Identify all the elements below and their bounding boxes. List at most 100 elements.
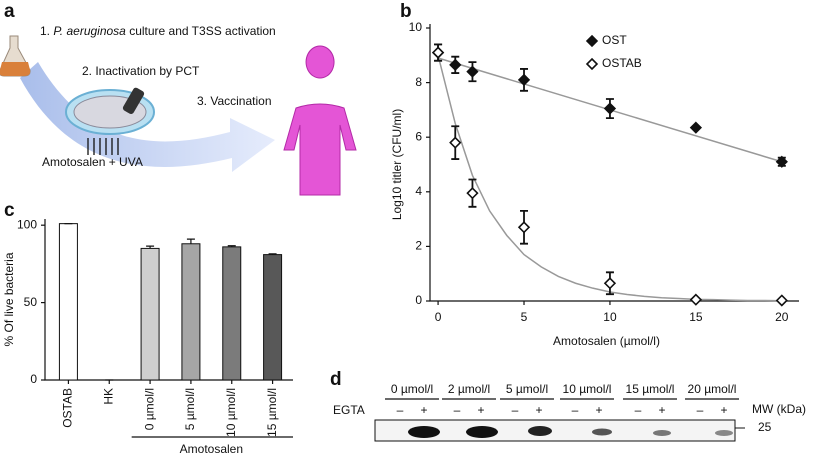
bar bbox=[58, 223, 78, 381]
panel-letter: d bbox=[330, 369, 342, 390]
x-tick-label: 20 bbox=[775, 310, 789, 324]
step-text: P. aeruginosa bbox=[53, 24, 126, 38]
bar bbox=[181, 243, 201, 381]
y-tick-label: 10 bbox=[409, 20, 423, 34]
bar bbox=[263, 254, 283, 381]
data-point bbox=[449, 136, 462, 149]
x-tick-label: 10 bbox=[603, 310, 617, 324]
mw-marker: 25 bbox=[758, 420, 772, 434]
x-tick-label: 15 µmol/l bbox=[265, 388, 279, 437]
lane-label: 2 µmol/l bbox=[448, 382, 490, 396]
sign: – bbox=[512, 403, 519, 417]
lane-label: 20 µmol/l bbox=[688, 382, 737, 396]
y-tick-label: 0 bbox=[30, 372, 37, 386]
y-tick-label: 50 bbox=[24, 295, 38, 309]
legend-label: OST bbox=[602, 33, 627, 47]
y-axis-label: Log10 titler (CFU/ml) bbox=[390, 109, 404, 220]
lane-label: 0 µmol/l bbox=[391, 382, 433, 396]
step-label: 1. P. aeruginosa culture and T3SS activa… bbox=[40, 24, 276, 38]
treatment-label: Amotosalen + UVA bbox=[42, 155, 143, 169]
data-point bbox=[775, 155, 788, 168]
step-label: 2. Inactivation by PCT bbox=[82, 64, 200, 78]
lane-label: 5 µmol/l bbox=[506, 382, 548, 396]
x-tick-label: OSTAB bbox=[61, 388, 75, 428]
lane-label: 10 µmol/l bbox=[563, 382, 612, 396]
syringe bbox=[122, 87, 145, 115]
axes bbox=[44, 219, 293, 381]
sign: – bbox=[454, 403, 461, 417]
data-point bbox=[689, 293, 703, 306]
data-point bbox=[603, 102, 617, 115]
bar bbox=[222, 246, 242, 381]
data-point bbox=[775, 294, 788, 307]
bar bbox=[140, 247, 160, 381]
sign: – bbox=[572, 403, 579, 417]
group-label: Amotosalen bbox=[180, 442, 243, 456]
band bbox=[466, 426, 498, 438]
data-point bbox=[431, 46, 445, 59]
diagram: 1. P. aeruginosa culture and T3SS activa… bbox=[0, 24, 357, 196]
data-point bbox=[603, 277, 617, 290]
band bbox=[408, 426, 440, 438]
lane-label: 15 µmol/l bbox=[626, 382, 675, 396]
legend-marker bbox=[585, 57, 599, 71]
x-tick-label: 5 bbox=[521, 310, 528, 324]
data-point bbox=[689, 121, 703, 134]
x-tick-label: 10 µmol/l bbox=[224, 388, 238, 437]
sign: – bbox=[697, 403, 704, 417]
x-axis-label: Amotosalen (µmol/l) bbox=[553, 334, 660, 348]
panel-letter: c bbox=[4, 200, 15, 221]
legend-label: OSTAB bbox=[602, 56, 642, 70]
data-point bbox=[466, 65, 479, 78]
error-bar bbox=[146, 245, 155, 249]
error-bar bbox=[268, 253, 277, 255]
sign: + bbox=[535, 403, 542, 417]
band bbox=[592, 428, 612, 436]
sign: + bbox=[420, 403, 427, 417]
y-tick-label: 8 bbox=[415, 75, 422, 89]
y-tick-label: 0 bbox=[415, 293, 422, 307]
x-tick-label: 0 µmol/l bbox=[142, 388, 156, 430]
step-label: 3. Vaccination bbox=[197, 94, 272, 108]
step-text: 1. bbox=[40, 24, 53, 38]
culture bbox=[0, 62, 31, 76]
sign: + bbox=[720, 403, 727, 417]
error-bar bbox=[227, 245, 236, 247]
fit-line bbox=[437, 55, 782, 302]
data-point bbox=[466, 187, 479, 200]
band bbox=[653, 430, 671, 436]
x-tick-label: 5 µmol/l bbox=[183, 388, 197, 430]
y-tick-label: 4 bbox=[415, 184, 422, 198]
y-axis-label: % Of live bacteria bbox=[2, 252, 16, 346]
person bbox=[283, 45, 357, 196]
sign: – bbox=[397, 403, 404, 417]
process-arrow bbox=[20, 62, 275, 172]
panel-letter: a bbox=[4, 1, 15, 22]
step-text: culture and T3SS activation bbox=[126, 24, 276, 38]
sign: + bbox=[658, 403, 665, 417]
x-tick-label: HK bbox=[101, 388, 115, 405]
y-tick-label: 2 bbox=[415, 239, 422, 253]
y-tick-label: 100 bbox=[17, 217, 37, 231]
blot-frame bbox=[374, 419, 736, 442]
sign: + bbox=[477, 403, 484, 417]
band bbox=[528, 426, 552, 436]
sign: + bbox=[595, 403, 602, 417]
mw-label: MW (kDa) bbox=[752, 402, 806, 416]
x-tick-label: 15 bbox=[689, 310, 703, 324]
condition-label: EGTA bbox=[333, 403, 365, 417]
data-point bbox=[517, 73, 531, 87]
sign: – bbox=[635, 403, 642, 417]
band bbox=[715, 430, 733, 436]
data-point bbox=[517, 221, 531, 234]
data-point bbox=[449, 58, 462, 71]
x-tick-label: 0 bbox=[435, 310, 442, 324]
panel-letter: b bbox=[400, 1, 412, 22]
y-tick-label: 6 bbox=[415, 129, 422, 143]
error-bar bbox=[186, 238, 195, 244]
uva-arrows bbox=[87, 138, 119, 155]
legend-marker bbox=[585, 34, 599, 48]
blot bbox=[374, 419, 745, 442]
